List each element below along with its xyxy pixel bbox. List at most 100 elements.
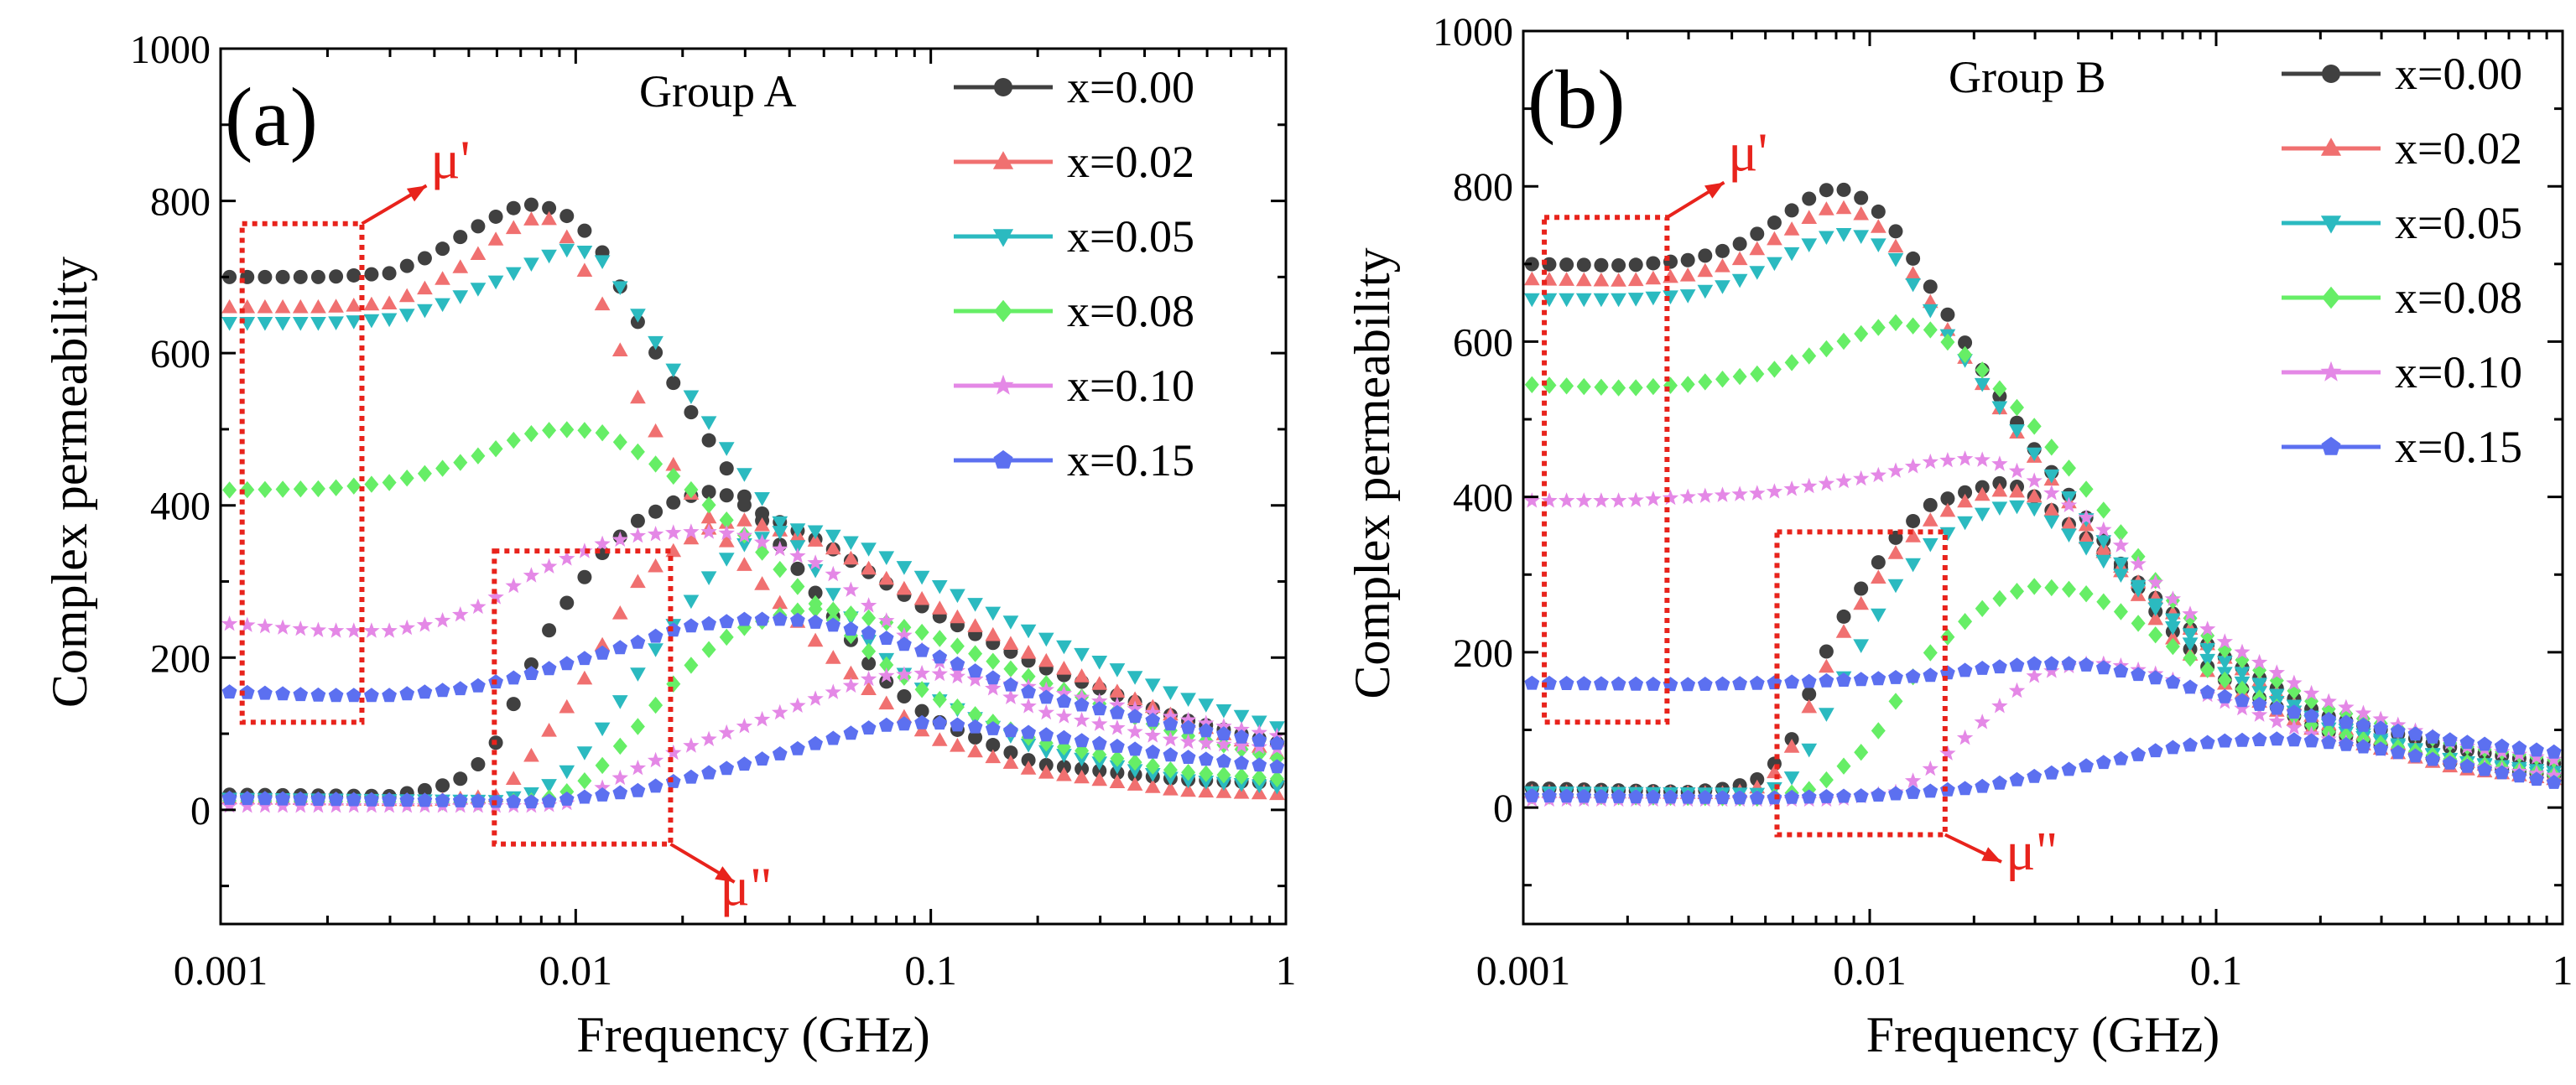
data-point	[2235, 693, 2250, 708]
data-point	[488, 440, 503, 458]
data-point	[1163, 771, 1179, 786]
data-point	[825, 588, 841, 602]
data-point	[487, 231, 504, 246]
data-point	[1836, 788, 1851, 803]
data-point	[825, 683, 841, 699]
series-x=0.02	[221, 210, 1285, 807]
data-point	[950, 717, 965, 732]
data-point	[2095, 521, 2112, 537]
data-point	[611, 531, 628, 547]
y-tick-label: 400	[150, 485, 211, 529]
data-point	[1558, 492, 1575, 508]
annotation-arrowhead	[1704, 182, 1725, 199]
data-point	[790, 602, 805, 620]
data-point	[435, 683, 450, 698]
data-point	[1958, 335, 1973, 350]
legend-marker	[992, 151, 1014, 169]
data-point	[2078, 509, 2095, 525]
data-point	[2165, 637, 2180, 656]
annotation-label: μ"	[2006, 821, 2058, 882]
data-point	[985, 721, 1001, 735]
data-point	[1234, 729, 1249, 744]
data-point	[861, 542, 877, 557]
data-point	[1887, 545, 1904, 559]
data-point	[1905, 785, 1921, 799]
data-point	[595, 756, 610, 775]
data-point	[701, 765, 716, 780]
data-point	[825, 617, 841, 632]
y-tick-label: 600	[150, 332, 211, 376]
data-point	[1974, 507, 1991, 522]
data-point	[382, 266, 397, 281]
data-point	[328, 299, 344, 313]
data-point	[719, 488, 734, 503]
data-point	[1750, 771, 1765, 786]
data-point	[346, 688, 362, 703]
data-point	[1091, 701, 1107, 716]
data-point	[2009, 771, 2025, 786]
y-tick-label: 0	[1493, 786, 1513, 831]
data-point	[2113, 750, 2129, 766]
data-point	[1646, 256, 1661, 271]
data-point	[310, 687, 326, 702]
data-point	[2165, 674, 2181, 689]
data-point	[1092, 745, 1107, 764]
data-point	[1127, 723, 1143, 740]
data-point	[648, 558, 664, 573]
data-point	[1628, 789, 1644, 804]
data-point	[2182, 605, 2199, 621]
data-point	[2251, 732, 2267, 746]
data-point	[1991, 501, 2008, 516]
data-point	[346, 622, 362, 638]
data-point	[346, 267, 362, 283]
data-point	[1732, 790, 1747, 805]
data-point	[471, 677, 486, 693]
data-point	[878, 551, 895, 565]
data-point	[1127, 776, 1143, 791]
data-point	[825, 730, 841, 745]
data-point	[1663, 789, 1678, 804]
data-point	[2147, 610, 2164, 626]
data-point	[417, 304, 433, 319]
data-point	[1559, 788, 1574, 803]
data-point	[2251, 677, 2267, 692]
data-point	[542, 422, 557, 439]
legend-label: x=0.10	[2395, 347, 2522, 397]
data-point	[559, 209, 575, 224]
data-point	[1922, 537, 1939, 553]
data-point	[1939, 502, 1956, 517]
data-point	[1819, 672, 1834, 688]
data-point	[1180, 750, 1196, 764]
data-point	[2425, 751, 2440, 766]
data-point	[790, 612, 805, 627]
x-tick-label: 0.01	[1833, 947, 1907, 994]
data-point	[914, 703, 929, 719]
data-point	[1940, 781, 1955, 797]
data-point	[363, 296, 380, 311]
data-point	[523, 197, 539, 212]
data-point	[453, 454, 468, 471]
annotation-label: μ"	[720, 856, 772, 917]
data-point	[1559, 377, 1574, 395]
data-point	[1992, 589, 2007, 608]
data-point	[1871, 671, 1886, 686]
data-point	[2078, 542, 2095, 556]
data-point	[1904, 458, 1922, 474]
data-point	[1559, 676, 1574, 690]
data-point	[2234, 643, 2251, 660]
data-point	[292, 620, 309, 636]
data-point	[1252, 757, 1267, 772]
data-point	[700, 416, 717, 430]
data-point	[328, 688, 344, 703]
data-point	[1923, 644, 1938, 662]
data-point	[2200, 661, 2215, 678]
data-point	[2079, 585, 2094, 603]
data-point	[523, 794, 539, 809]
data-point	[1697, 677, 1713, 691]
data-point	[1524, 271, 1540, 286]
data-point	[985, 680, 1002, 696]
data-point	[985, 670, 1001, 685]
data-point	[753, 710, 771, 727]
data-point	[1611, 788, 1626, 803]
data-point	[1179, 733, 1197, 750]
